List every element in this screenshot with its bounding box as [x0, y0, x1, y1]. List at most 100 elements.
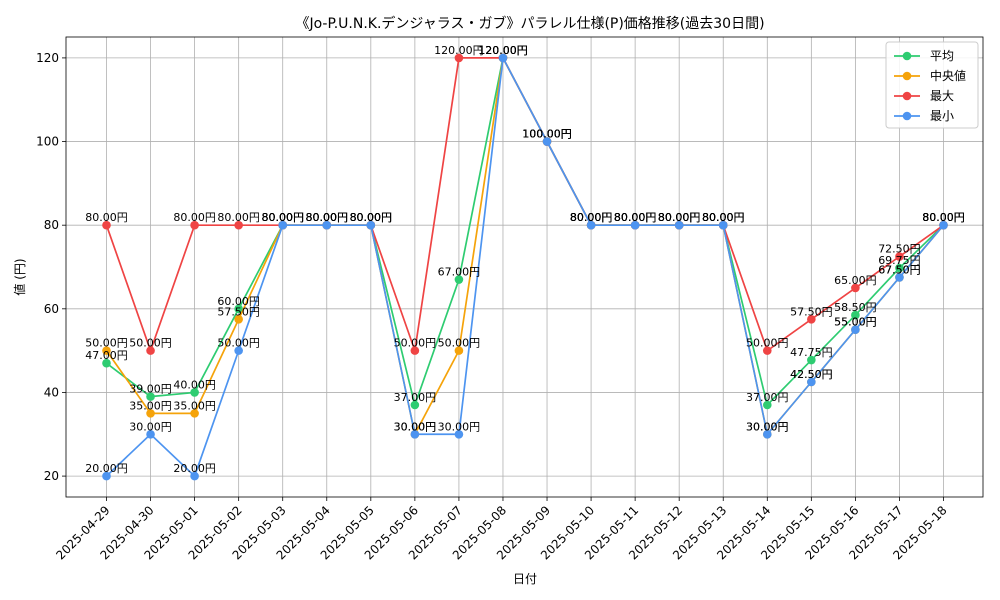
- data-point: [410, 429, 420, 439]
- grid: [66, 37, 983, 497]
- y-tick-label: 80: [44, 218, 59, 232]
- data-label: 80.00円: [702, 211, 745, 224]
- data-label: 40.00円: [173, 378, 216, 391]
- data-label: 80.00円: [306, 211, 349, 224]
- data-label: 55.00円: [834, 316, 877, 329]
- data-point: [762, 429, 772, 439]
- data-label: 80.00円: [306, 211, 349, 224]
- data-point: [366, 220, 376, 230]
- data-label: 57.50円: [217, 305, 260, 318]
- data-label: 50.00円: [438, 337, 481, 350]
- legend-marker: [902, 51, 912, 61]
- data-label: 69.75円: [878, 254, 921, 267]
- data-label: 120.00円: [478, 44, 528, 57]
- data-point: [454, 275, 464, 284]
- data-label: 72.50円: [878, 243, 921, 256]
- data-label: 80.00円: [614, 211, 657, 224]
- data-point: [322, 220, 332, 230]
- data-label: 35.00円: [129, 399, 172, 412]
- data-label: 80.00円: [570, 211, 613, 224]
- data-point: [851, 283, 860, 293]
- data-point: [190, 388, 199, 397]
- y-tick-label: 120: [36, 51, 59, 65]
- data-label: 47.00円: [85, 349, 128, 362]
- legend-marker: [902, 71, 912, 81]
- data-point: [895, 263, 904, 273]
- data-point: [851, 325, 860, 335]
- data-label: 20.00円: [173, 462, 216, 475]
- data-label: 67.50円: [878, 263, 921, 276]
- data-label: 120.00円: [434, 44, 484, 57]
- data-point: [762, 400, 772, 410]
- data-label: 80.00円: [261, 211, 304, 224]
- data-label: 80.00円: [922, 211, 965, 224]
- data-label: 50.00円: [129, 337, 172, 350]
- data-label: 60.00円: [217, 295, 260, 308]
- data-label: 80.00円: [614, 211, 657, 224]
- data-point: [102, 358, 111, 368]
- data-label: 80.00円: [85, 211, 128, 224]
- data-point: [234, 220, 243, 230]
- data-label: 30.00円: [129, 420, 172, 433]
- data-label: 80.00円: [173, 211, 216, 224]
- legend-label: 中央値: [930, 68, 966, 83]
- data-point: [851, 310, 860, 320]
- series-group: [102, 53, 948, 481]
- legend-box: [885, 41, 979, 129]
- data-point: [807, 314, 816, 324]
- data-point: [146, 346, 155, 355]
- data-label: 37.00円: [746, 391, 789, 404]
- data-label: 50.00円: [85, 337, 128, 350]
- data-label: 80.00円: [658, 211, 701, 224]
- data-point: [454, 346, 464, 355]
- data-label: 30.00円: [394, 420, 437, 433]
- data-label: 100.00円: [522, 128, 572, 141]
- data-label: 30.00円: [394, 420, 437, 433]
- data-point: [586, 220, 596, 230]
- data-label: 58.50円: [834, 301, 877, 314]
- data-label: 80.00円: [922, 211, 965, 224]
- data-label: 30.00円: [438, 420, 481, 433]
- data-label: 39.00円: [129, 383, 172, 396]
- data-label: 80.00円: [570, 211, 613, 224]
- data-point: [234, 314, 243, 324]
- data-point: [102, 220, 111, 230]
- data-label: 80.00円: [306, 211, 349, 224]
- data-point: [762, 346, 772, 355]
- legend-label: 平均: [930, 49, 954, 63]
- data-label: 37.00円: [394, 391, 437, 404]
- data-point: [498, 53, 508, 63]
- data-label: 80.00円: [658, 211, 701, 224]
- legend-label: 最大: [930, 89, 954, 103]
- data-point: [146, 409, 155, 418]
- data-label: 80.00円: [350, 211, 393, 224]
- legend-label: 最小: [930, 109, 954, 123]
- data-label: 80.00円: [261, 211, 304, 224]
- data-label: 120.00円: [478, 44, 528, 57]
- data-point: [895, 273, 904, 282]
- data-label: 80.00円: [570, 211, 613, 224]
- data-point: [939, 220, 948, 230]
- data-point: [807, 377, 816, 387]
- data-label: 80.00円: [261, 211, 304, 224]
- data-label: 80.00円: [306, 211, 349, 224]
- data-label: 30.00円: [746, 420, 789, 433]
- data-label: 80.00円: [614, 211, 657, 224]
- data-label: 120.00円: [478, 44, 528, 57]
- data-label: 120.00円: [478, 44, 528, 57]
- chart-title: 《Jo-P.U.N.K.デンジャラス・ガブ》パラレル仕様(P)価格推移(過去30…: [295, 15, 764, 32]
- data-label: 80.00円: [217, 211, 260, 224]
- y-tick-label: 20: [44, 469, 59, 483]
- data-label: 50.00円: [746, 337, 789, 350]
- data-label: 57.50円: [790, 305, 833, 318]
- data-point: [190, 220, 199, 230]
- data-point: [190, 471, 199, 481]
- data-point: [718, 220, 728, 230]
- data-point: [807, 355, 816, 365]
- x-axis-label: 日付: [513, 572, 537, 586]
- legend-marker: [902, 91, 912, 101]
- axes: 2025-04-292025-04-302025-05-012025-05-02…: [36, 36, 984, 562]
- data-label: 80.00円: [702, 211, 745, 224]
